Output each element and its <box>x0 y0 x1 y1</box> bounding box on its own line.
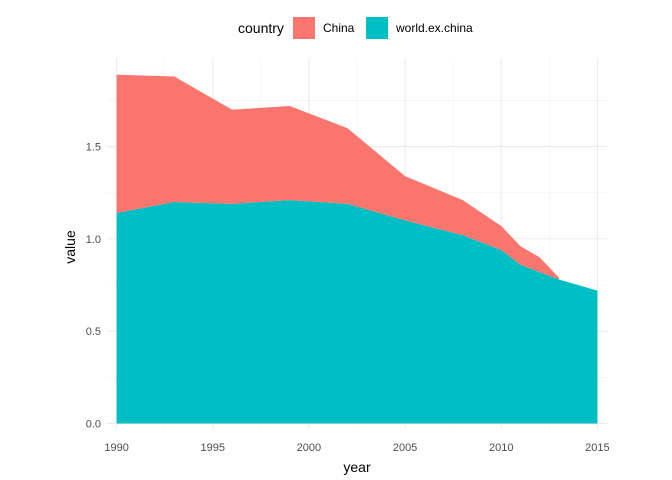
legend: country China world.ex.china <box>238 17 473 39</box>
x-tick-label: 2000 <box>297 442 321 454</box>
x-tick-label: 1995 <box>201 442 225 454</box>
y-axis-tick-labels: 0.0 0.5 1.0 1.5 <box>86 142 101 431</box>
y-tick-label: 1.0 <box>86 234 101 246</box>
x-axis-tick-labels: 1990 1995 2000 2005 2010 2015 <box>104 442 609 454</box>
area-world-ex-china <box>116 200 598 424</box>
y-axis-title: value <box>62 230 78 264</box>
area-series <box>116 74 598 424</box>
legend-label-world-ex-china: world.ex.china <box>395 21 473 35</box>
x-tick-label: 2010 <box>489 442 513 454</box>
legend-key-china <box>293 17 315 39</box>
x-tick-label: 2005 <box>393 442 417 454</box>
y-tick-label: 1.5 <box>86 142 101 154</box>
y-tick-label: 0.0 <box>86 418 101 430</box>
legend-key-world-ex-china <box>366 17 388 39</box>
x-axis-title: year <box>343 459 371 475</box>
legend-title: country <box>238 20 284 36</box>
area-china <box>116 74 559 280</box>
y-tick-label: 0.5 <box>86 326 101 338</box>
legend-label-china: China <box>323 21 355 35</box>
x-tick-label: 2015 <box>585 442 609 454</box>
x-tick-label: 1990 <box>104 442 128 454</box>
